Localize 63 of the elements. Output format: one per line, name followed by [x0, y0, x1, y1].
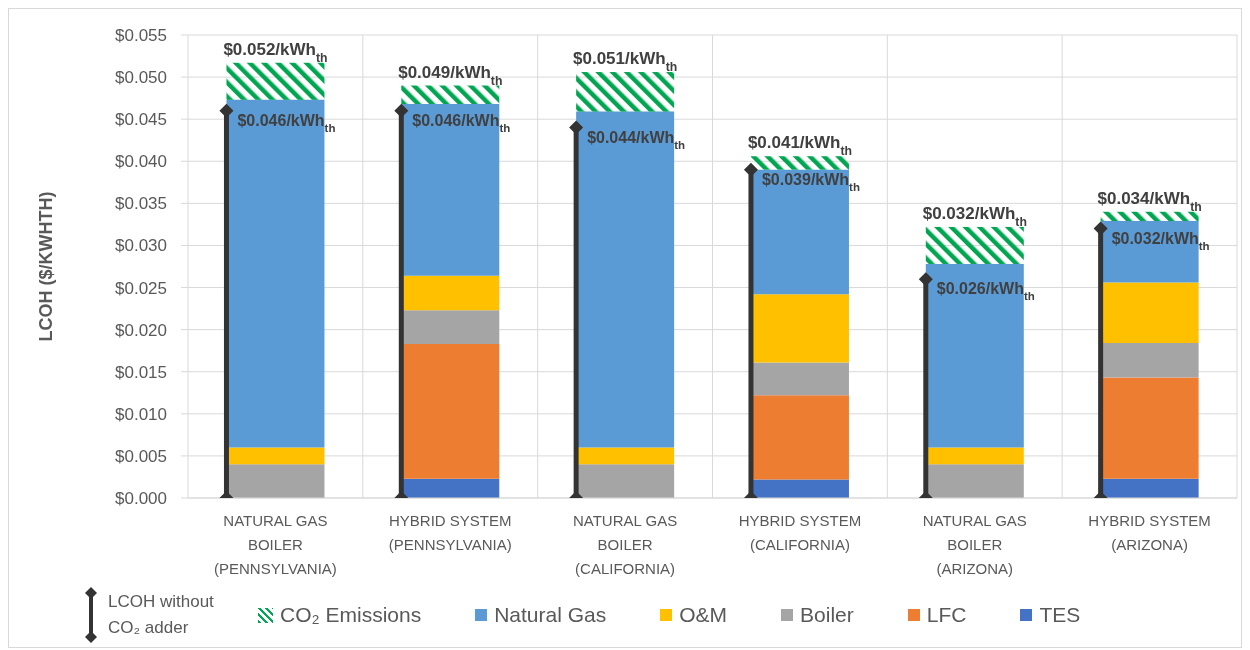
total-label: $0.032/kWh$_{th}$ — [922, 203, 1027, 229]
total-label: $0.034/kWh$_{th}$ — [1097, 188, 1202, 214]
x-tick-label: NATURAL GAS BOILER (CALIFORNIA) — [572, 512, 678, 577]
bar — [576, 447, 675, 465]
legend-label: O&M — [679, 602, 728, 628]
bar — [925, 447, 1024, 465]
x-tick-label: NATURAL GAS BOILER (ARIZONA) — [922, 512, 1027, 577]
bar — [750, 294, 849, 363]
total-label: $0.049/kWh$_{th}$ — [398, 62, 503, 88]
x-tick-label: HYBRID SYSTEM (PENNSYLVANIA) — [388, 512, 512, 553]
y-tick-label: $0.045 — [115, 110, 167, 130]
bar — [226, 62, 325, 100]
total-label: $0.041/kWh$_{th}$ — [747, 133, 853, 159]
bar — [401, 85, 500, 105]
point — [219, 103, 234, 118]
y-tick-label: $0.030 — [115, 236, 167, 256]
point — [394, 103, 409, 118]
y-tick-label: $0.020 — [115, 320, 167, 340]
y-axis-title: LCOH ($/KWHTH) — [36, 191, 56, 342]
legend-label: Boiler — [800, 602, 854, 628]
point — [743, 162, 758, 177]
bar — [226, 447, 325, 465]
total-label: $0.051/kWh$_{th}$ — [573, 49, 678, 75]
y-tick-label: $0.025 — [115, 278, 167, 298]
bar — [1100, 211, 1199, 222]
data-label: $0.032/kWh$_{th}$ — [1111, 229, 1210, 252]
legend-label: TES — [1039, 602, 1081, 628]
y-tick-label: $0.010 — [115, 404, 167, 424]
bar — [401, 478, 500, 498]
y-tick-label: $0.005 — [115, 446, 167, 466]
point — [569, 120, 584, 135]
legend-label: CO₂ Emissions — [280, 602, 422, 628]
bar — [576, 72, 675, 112]
bar — [750, 156, 849, 170]
point — [918, 272, 933, 287]
bar — [401, 275, 500, 311]
bar — [750, 479, 849, 498]
bar — [1100, 478, 1199, 498]
legend-label: LCOH without CO₂ adder — [108, 591, 215, 639]
y-tick-label: $0.000 — [115, 489, 167, 509]
bar — [1100, 343, 1199, 378]
total-label: $0.052/kWh$_{th}$ — [223, 39, 328, 65]
y-tick-label: $0.050 — [115, 68, 167, 88]
bar — [576, 464, 675, 498]
y-tick-label: $0.055 — [115, 26, 167, 46]
y-tick-label: $0.035 — [115, 194, 167, 214]
bar — [925, 226, 1024, 264]
bar — [1100, 282, 1199, 344]
x-tick-label: HYBRID SYSTEM (ARIZONA) — [1088, 512, 1211, 553]
y-tick-label: $0.040 — [115, 152, 167, 172]
bar — [750, 395, 849, 480]
bar — [226, 464, 325, 498]
data-label: $0.046/kWh$_{th}$ — [237, 111, 336, 134]
legend-label: Natural Gas — [494, 602, 607, 628]
bar — [401, 310, 500, 344]
x-tick-label: NATURAL GAS BOILER (PENNSYLVANIA) — [214, 512, 337, 577]
bar — [925, 464, 1024, 498]
bar — [750, 362, 849, 396]
x-tick-label: HYBRID SYSTEM (CALIFORNIA) — [738, 512, 862, 553]
legend-label: LFC — [926, 602, 967, 628]
y-tick-label: $0.015 — [115, 362, 167, 382]
point — [1093, 221, 1108, 236]
data-label: $0.026/kWh$_{th}$ — [936, 280, 1035, 303]
